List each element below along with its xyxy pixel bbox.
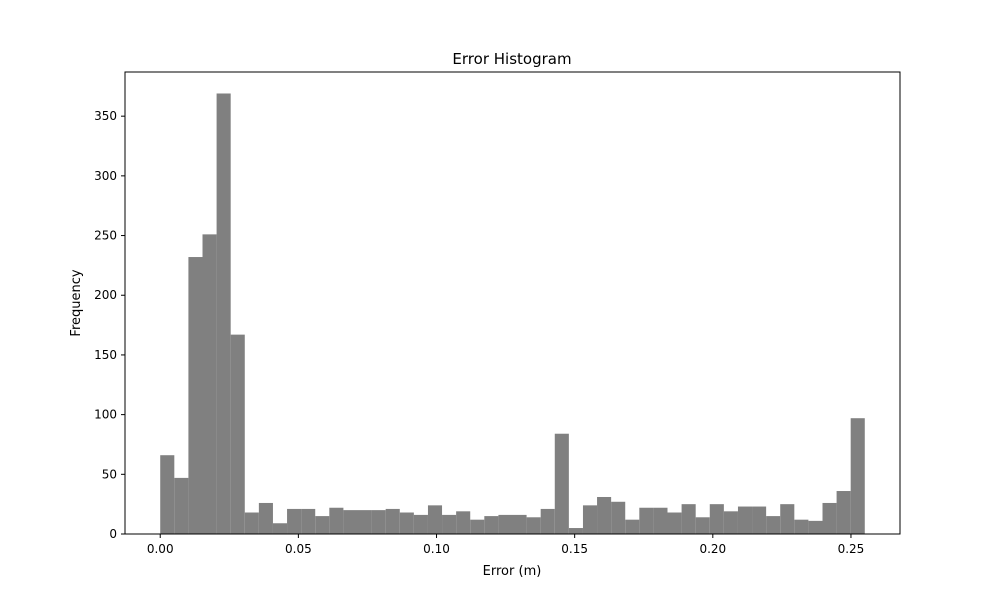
x-ticks-group: 0.00 0.05 0.10 0.15 0.20 0.25	[147, 534, 864, 556]
histogram-bar	[723, 511, 738, 534]
histogram-bar	[808, 520, 823, 534]
y-tick-label: 50	[102, 467, 117, 481]
histogram-bar	[329, 507, 344, 534]
histogram-bar	[427, 505, 443, 534]
histogram-bar	[498, 514, 513, 534]
histogram-bar	[568, 528, 583, 534]
histogram-bar	[625, 519, 640, 534]
histogram-bar	[695, 517, 710, 534]
x-tick-label: 0.05	[285, 542, 312, 556]
x-axis-label: Error (m)	[483, 564, 542, 579]
histogram-bar	[301, 508, 316, 534]
histogram-bar	[371, 510, 386, 534]
histogram-bar	[554, 433, 569, 534]
histogram-bar	[653, 507, 668, 534]
histogram-bar	[850, 418, 865, 534]
histogram-bar	[512, 514, 527, 534]
histogram-bar	[681, 504, 696, 534]
histogram-bar	[315, 516, 330, 534]
y-tick-label: 200	[94, 288, 117, 302]
histogram-bar	[794, 519, 809, 534]
histogram-bar	[399, 512, 414, 534]
histogram-bar	[836, 491, 851, 534]
histogram-bar	[639, 507, 654, 534]
histogram-bar	[667, 512, 682, 534]
y-axis-label: Frequency	[69, 269, 84, 336]
bars-group	[160, 93, 865, 535]
histogram-bar	[442, 514, 457, 534]
y-ticks-group: 0 50 100 150 200 250 300 350	[94, 109, 125, 541]
histogram-bar	[258, 502, 273, 534]
histogram-bar	[470, 519, 485, 534]
histogram-bar	[244, 512, 259, 534]
histogram-bar	[343, 510, 358, 534]
histogram-bar	[357, 510, 372, 534]
y-tick-label: 100	[94, 408, 117, 422]
histogram-bar	[780, 504, 795, 534]
y-tick-label: 300	[94, 169, 117, 183]
histogram-bar	[160, 455, 175, 534]
x-tick-label: 0.25	[838, 542, 865, 556]
histogram-bar	[174, 477, 189, 534]
y-tick-label: 250	[94, 229, 117, 243]
histogram-bar	[216, 93, 231, 534]
histogram-bar	[484, 516, 499, 534]
x-tick-label: 0.20	[699, 542, 726, 556]
histogram-bar	[582, 505, 598, 534]
histogram-bar	[456, 511, 471, 534]
histogram-bar	[272, 523, 288, 534]
y-tick-label: 0	[109, 527, 117, 541]
histogram-bar	[766, 516, 781, 534]
histogram-bar	[287, 508, 302, 534]
y-tick-label: 350	[94, 109, 117, 123]
histogram-bar	[737, 506, 753, 534]
histogram-bar	[540, 508, 555, 534]
x-tick-label: 0.15	[561, 542, 588, 556]
histogram-bar	[709, 504, 724, 534]
histogram-bar	[611, 501, 626, 534]
histogram-bar	[230, 334, 245, 534]
y-tick-label: 150	[94, 348, 117, 362]
histogram-bar	[822, 502, 837, 534]
chart-title: Error Histogram	[452, 50, 571, 68]
histogram-bar	[188, 257, 203, 534]
histogram-bar	[202, 234, 217, 535]
x-tick-label: 0.10	[423, 542, 450, 556]
x-tick-label: 0.00	[147, 542, 174, 556]
histogram-bar	[597, 496, 612, 534]
histogram-bar	[526, 517, 541, 534]
axes-frame	[124, 71, 901, 535]
histogram-bar	[413, 514, 428, 534]
histogram-bar	[752, 506, 767, 534]
histogram-bar	[385, 508, 400, 534]
